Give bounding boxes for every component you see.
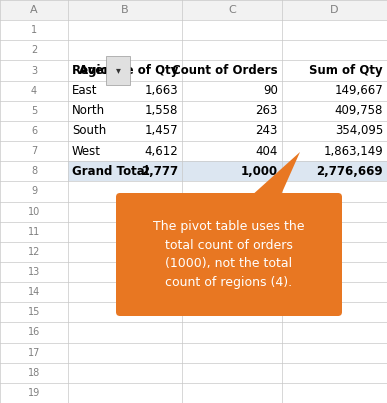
Text: 354,095: 354,095 <box>335 125 383 137</box>
Text: 1,457: 1,457 <box>144 125 178 137</box>
Text: Average of Qty: Average of Qty <box>79 64 178 77</box>
Text: 5: 5 <box>31 106 37 116</box>
Text: 14: 14 <box>28 287 40 297</box>
Bar <box>0 0 387 20</box>
Text: 9: 9 <box>31 187 37 196</box>
Text: 2,776,669: 2,776,669 <box>317 165 383 178</box>
Text: 1,663: 1,663 <box>144 84 178 97</box>
Text: Grand Total: Grand Total <box>72 165 149 178</box>
Text: 4,612: 4,612 <box>144 145 178 158</box>
Text: B: B <box>121 5 129 15</box>
Text: 6: 6 <box>31 126 37 136</box>
Text: 2: 2 <box>31 46 37 55</box>
Text: 18: 18 <box>28 368 40 378</box>
Text: C: C <box>228 5 236 15</box>
Text: A: A <box>30 5 38 15</box>
Text: East: East <box>72 84 98 97</box>
Text: 404: 404 <box>256 145 278 158</box>
Text: 243: 243 <box>256 125 278 137</box>
Text: North: North <box>72 104 105 117</box>
Text: 10: 10 <box>28 207 40 216</box>
Text: D: D <box>330 5 339 15</box>
Text: 263: 263 <box>256 104 278 117</box>
Text: 1,863,149: 1,863,149 <box>323 145 383 158</box>
Text: 3: 3 <box>31 66 37 75</box>
Text: South: South <box>72 125 106 137</box>
Text: 1,000: 1,000 <box>241 165 278 178</box>
Text: 4: 4 <box>31 86 37 96</box>
Text: 2,777: 2,777 <box>141 165 178 178</box>
Text: Sum of Qty: Sum of Qty <box>309 64 383 77</box>
Text: 1,558: 1,558 <box>145 104 178 117</box>
Bar <box>68 161 387 181</box>
Text: 13: 13 <box>28 267 40 277</box>
Text: 11: 11 <box>28 227 40 237</box>
Text: 149,667: 149,667 <box>334 84 383 97</box>
Text: Region: Region <box>72 64 118 77</box>
Text: 12: 12 <box>28 247 40 257</box>
Text: The pivot table uses the
total count of orders
(1000), not the total
count of re: The pivot table uses the total count of … <box>153 220 305 289</box>
Text: 15: 15 <box>28 307 40 317</box>
Text: 19: 19 <box>28 388 40 398</box>
Text: 409,758: 409,758 <box>335 104 383 117</box>
Text: 8: 8 <box>31 166 37 176</box>
Text: ▾: ▾ <box>116 66 120 75</box>
Text: 16: 16 <box>28 328 40 337</box>
Text: Count of Orders: Count of Orders <box>172 64 278 77</box>
Text: 17: 17 <box>28 348 40 357</box>
Text: 7: 7 <box>31 146 37 156</box>
Text: 1: 1 <box>31 25 37 35</box>
FancyBboxPatch shape <box>116 193 342 316</box>
Text: 90: 90 <box>263 84 278 97</box>
Text: West: West <box>72 145 101 158</box>
Polygon shape <box>250 152 300 197</box>
